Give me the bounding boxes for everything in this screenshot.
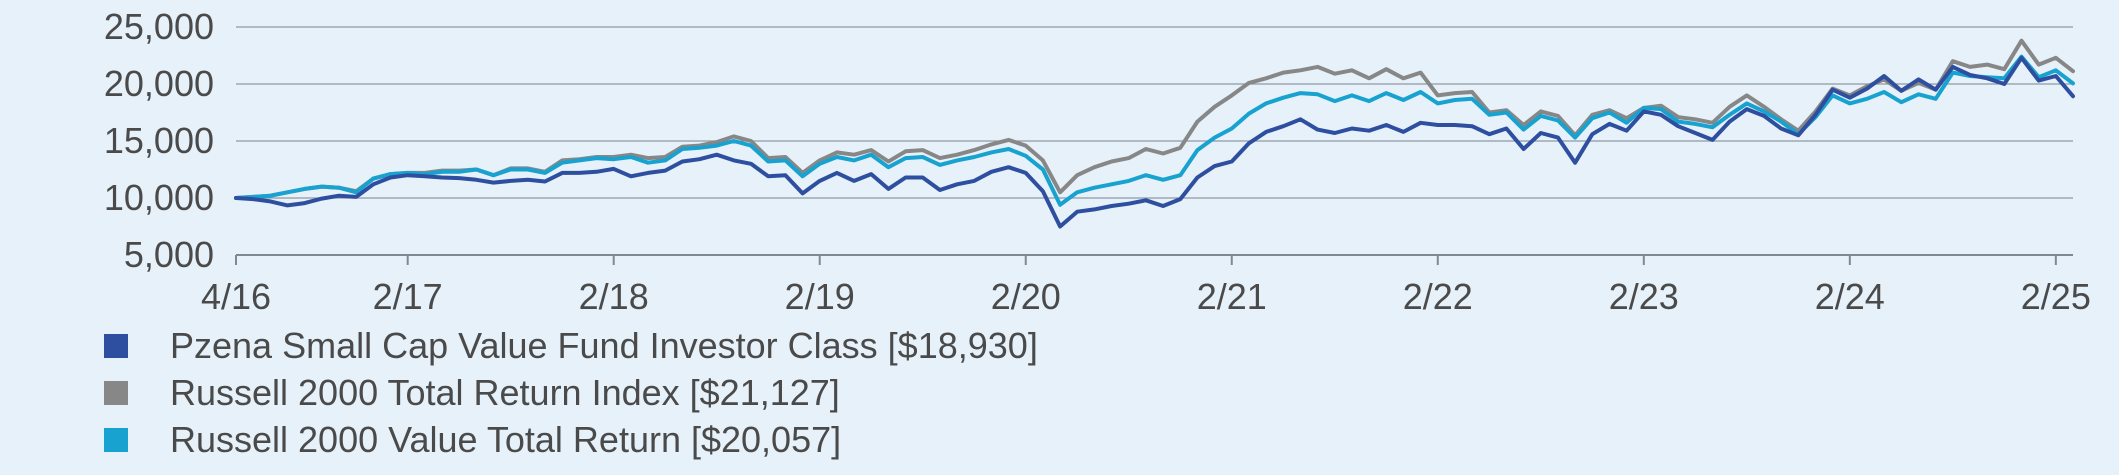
legend-item-russell-2000-value: Russell 2000 Value Total Return [$20,057… [104,416,1038,463]
series-line-russell-2000 [234,38,2075,200]
y-tick-label: 25,000 [104,6,214,47]
legend-swatch-pzena [104,333,128,358]
x-tick-label: 2/24 [1815,276,1885,317]
y-tick-label: 15,000 [104,120,214,161]
x-tick-label: 2/19 [785,276,855,317]
axes [235,254,2073,265]
x-tick-label: 2/22 [1403,276,1473,317]
y-axis-tick-labels: 5,000 10,000 15,000 20,000 25,000 [104,6,214,275]
series-lines [234,38,2075,229]
legend-item-pzena: Pzena Small Cap Value Fund Investor Clas… [104,322,1038,369]
series-line-russell-2000-value [234,54,2075,207]
x-tick-label: 2/23 [1609,276,1679,317]
x-tick-label: 4/16 [201,276,271,317]
legend-label-russell-2000-value: Russell 2000 Value Total Return [$20,057… [170,418,842,460]
legend-label-russell-2000: Russell 2000 Total Return Index [$21,127… [170,371,840,413]
legend-swatch-russell-2000-value [104,427,128,452]
x-tick-label: 2/17 [373,276,443,317]
x-axis-tick-labels: 4/16 2/17 2/18 2/19 2/20 2/21 2/22 2/23 2/24 2/25 [201,276,2091,317]
x-tick-label: 2/21 [1197,276,1267,317]
series-line-pzena [234,55,2075,229]
gridlines [236,26,2073,199]
y-tick-label: 10,000 [104,177,214,218]
legend-swatch-russell-2000 [104,380,128,405]
chart-legend: Pzena Small Cap Value Fund Investor Clas… [104,322,1038,463]
legend-item-russell-2000: Russell 2000 Total Return Index [$21,127… [104,369,1038,416]
x-tick-label: 2/25 [2021,276,2091,317]
legend-label-pzena: Pzena Small Cap Value Fund Investor Clas… [170,324,1038,366]
y-tick-label: 20,000 [104,63,214,104]
x-tick-label: 2/20 [991,276,1061,317]
x-tick-label: 2/18 [579,276,649,317]
y-tick-label: 5,000 [124,234,214,275]
